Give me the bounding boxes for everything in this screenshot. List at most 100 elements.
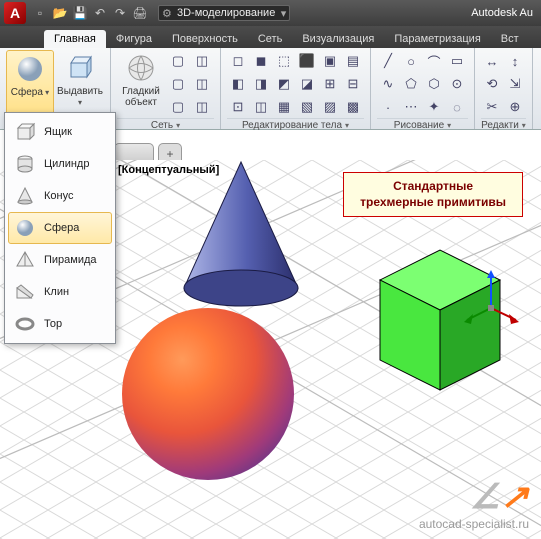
m-6[interactable]: ⊕ (504, 96, 526, 118)
m-5[interactable]: ✂ (481, 96, 503, 118)
dd-cylinder[interactable]: Цилиндр (8, 148, 112, 180)
qat-new-icon[interactable]: ▫ (32, 5, 48, 21)
m-2[interactable]: ↕ (504, 50, 526, 72)
se-6[interactable]: ▤ (342, 50, 364, 72)
mesh-btn-5[interactable]: ◫ (191, 73, 213, 95)
sphere-solid[interactable] (122, 308, 294, 480)
smooth-object-button[interactable]: Гладкий объект (117, 50, 165, 118)
d-11[interactable]: ✦ (423, 96, 445, 118)
panel-mesh-label[interactable]: Сеть (117, 118, 214, 132)
se-13[interactable]: ⊡ (227, 96, 249, 118)
dd-wedge-label: Клин (44, 286, 69, 298)
dd-cone-label: Конус (44, 190, 73, 202)
qat-print-icon[interactable]: 🖨 (132, 5, 148, 21)
se-5[interactable]: ▣ (319, 50, 341, 72)
mesh-btn-2[interactable]: ▢ (167, 73, 189, 95)
dd-torus[interactable]: Тор (8, 308, 112, 340)
panel-solid-edit: ◻◼⬚⬛▣▤ ◧◨◩◪⊞⊟ ⊡◫▦▧▨▩ Редактирование тела (221, 48, 371, 129)
mesh-btn-4[interactable]: ◫ (191, 50, 213, 72)
d-9[interactable]: · (377, 96, 399, 118)
draw-grid: ╱○⌒▭ ∿⬠⬡⊙ ·⋯✦◌ (377, 50, 468, 118)
se-12[interactable]: ⊟ (342, 73, 364, 95)
d-5[interactable]: ∿ (377, 73, 399, 95)
panel-modify-label[interactable]: Редакти (481, 118, 526, 132)
dd-sphere-label: Сфера (44, 222, 79, 234)
annotation-line1: Стандартные (360, 179, 506, 195)
se-2[interactable]: ◼ (250, 50, 272, 72)
extrude-button[interactable]: Выдавить (56, 50, 104, 115)
m-3[interactable]: ⟲ (481, 73, 503, 95)
se-3[interactable]: ⬚ (273, 50, 295, 72)
cone-solid[interactable] (176, 160, 306, 318)
tab-home[interactable]: Главная (44, 30, 106, 48)
cone-icon (14, 185, 36, 207)
se-8[interactable]: ◨ (250, 73, 272, 95)
se-15[interactable]: ▦ (273, 96, 295, 118)
tab-insert[interactable]: Вст (491, 30, 529, 48)
wedge-icon (14, 281, 36, 303)
se-18[interactable]: ▩ (342, 96, 364, 118)
ucs-icon[interactable] (461, 268, 521, 328)
panel-draw-label[interactable]: Рисование (377, 118, 468, 132)
se-4[interactable]: ⬛ (296, 50, 318, 72)
smooth-label: Гладкий объект (119, 86, 163, 108)
mesh-btn-1[interactable]: ▢ (167, 50, 189, 72)
se-7[interactable]: ◧ (227, 73, 249, 95)
d-4[interactable]: ▭ (446, 50, 468, 72)
extrude-label: Выдавить (57, 86, 103, 108)
dd-torus-label: Тор (44, 318, 62, 330)
dd-cylinder-label: Цилиндр (44, 158, 89, 170)
se-17[interactable]: ▨ (319, 96, 341, 118)
d-12[interactable]: ◌ (446, 96, 468, 118)
smooth-icon (125, 52, 157, 84)
pyramid-icon (14, 249, 36, 271)
tab-visualize[interactable]: Визуализация (292, 30, 384, 48)
qat-undo-icon[interactable]: ↶ (92, 5, 108, 21)
qat-redo-icon[interactable]: ↷ (112, 5, 128, 21)
tab-mesh[interactable]: Сеть (248, 30, 292, 48)
app-menu-button[interactable]: A (4, 2, 26, 24)
dd-box-label: Ящик (44, 126, 72, 138)
panel-modify: ↔↕ ⟲⇲ ✂⊕ Редакти (475, 48, 533, 129)
d-2[interactable]: ○ (400, 50, 422, 72)
dd-wedge[interactable]: Клин (8, 276, 112, 308)
dd-box[interactable]: Ящик (8, 116, 112, 148)
panel-solid-edit-label[interactable]: Редактирование тела (227, 118, 364, 132)
watermark-url: autocad-specialist.ru (419, 517, 529, 531)
annotation-callout: Стандартные трехмерные примитивы (343, 172, 523, 217)
d-3[interactable]: ⌒ (423, 50, 445, 72)
se-1[interactable]: ◻ (227, 50, 249, 72)
se-9[interactable]: ◩ (273, 73, 295, 95)
dd-sphere[interactable]: Сфера (8, 212, 112, 244)
d-1[interactable]: ╱ (377, 50, 399, 72)
se-14[interactable]: ◫ (250, 96, 272, 118)
sphere-icon-dd (14, 217, 36, 239)
dd-pyramid[interactable]: Пирамида (8, 244, 112, 276)
torus-icon (14, 313, 36, 335)
tab-parametric[interactable]: Параметризация (384, 30, 490, 48)
tab-figure[interactable]: Фигура (106, 30, 162, 48)
m-1[interactable]: ↔ (481, 50, 503, 72)
tab-surface[interactable]: Поверхность (162, 30, 248, 48)
mesh-btn-6[interactable]: ◫ (191, 96, 213, 118)
mesh-btn-3[interactable]: ▢ (167, 96, 189, 118)
dd-cone[interactable]: Конус (8, 180, 112, 212)
se-11[interactable]: ⊞ (319, 73, 341, 95)
primitive-dropdown-button[interactable]: Сфера (6, 50, 54, 115)
qat-save-icon[interactable]: 💾 (72, 5, 88, 21)
primitive-label: Сфера (11, 87, 49, 98)
se-10[interactable]: ◪ (296, 73, 318, 95)
qat-open-icon[interactable]: 📂 (52, 5, 68, 21)
d-7[interactable]: ⬡ (423, 73, 445, 95)
annotation-line2: трехмерные примитивы (360, 195, 506, 211)
cylinder-icon (14, 153, 36, 175)
m-4[interactable]: ⇲ (504, 73, 526, 95)
watermark-logo: ∠↗ (419, 477, 529, 517)
d-8[interactable]: ⊙ (446, 73, 468, 95)
extrude-icon (64, 52, 96, 84)
d-10[interactable]: ⋯ (400, 96, 422, 118)
d-6[interactable]: ⬠ (400, 73, 422, 95)
se-16[interactable]: ▧ (296, 96, 318, 118)
workspace-combo[interactable]: 3D-моделирование (158, 5, 290, 21)
ribbon-tabs: Главная Фигура Поверхность Сеть Визуализ… (0, 26, 541, 48)
